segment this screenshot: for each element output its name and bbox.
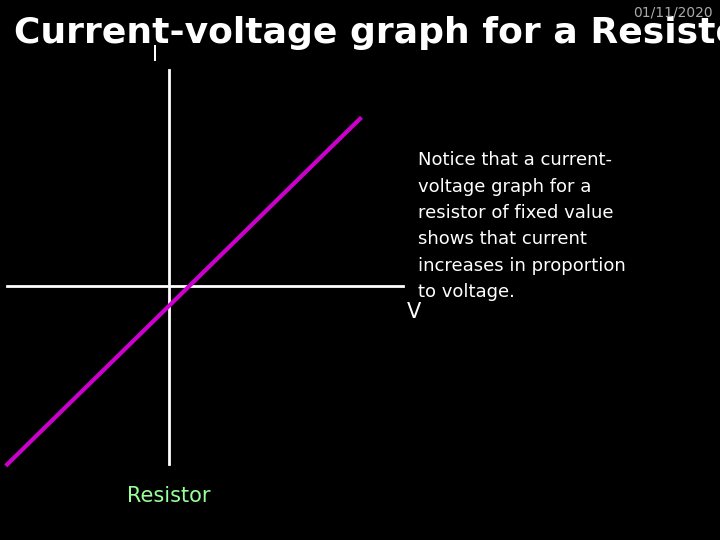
Text: 01/11/2020: 01/11/2020 bbox=[633, 5, 713, 19]
Text: Current-voltage graph for a Resistor: Current-voltage graph for a Resistor bbox=[14, 16, 720, 50]
Text: V: V bbox=[407, 302, 421, 322]
Text: I: I bbox=[152, 45, 158, 65]
Text: Notice that a current-
voltage graph for a
resistor of fixed value
shows that cu: Notice that a current- voltage graph for… bbox=[418, 151, 626, 301]
Text: Resistor: Resistor bbox=[127, 486, 211, 506]
